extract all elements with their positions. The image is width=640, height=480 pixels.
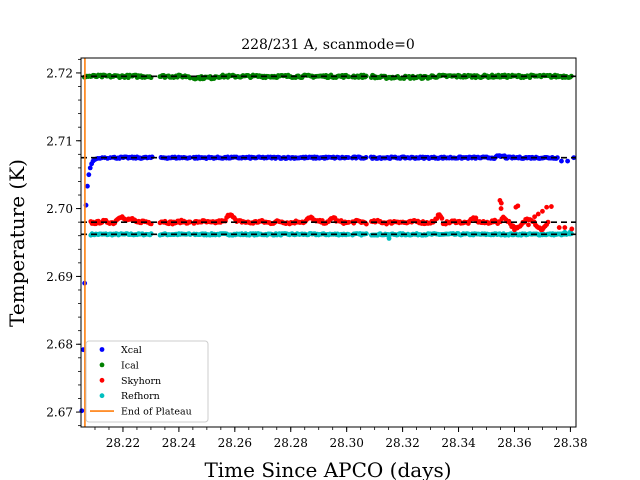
x-tick-label: 28.28 xyxy=(274,436,308,450)
legend-label: Refhorn xyxy=(121,391,160,402)
point-skyhorn xyxy=(548,204,554,209)
y-tick-label: 2.72 xyxy=(46,66,73,80)
reference-lines xyxy=(81,58,576,427)
chart-title: 228/231 A, scanmode=0 xyxy=(241,37,415,53)
point-skyhorn xyxy=(526,222,531,228)
y-tick-label: 2.67 xyxy=(46,406,73,420)
legend-label: Xcal xyxy=(121,345,142,356)
legend-box xyxy=(85,340,209,423)
x-tick-label: 28.38 xyxy=(553,436,587,450)
point-xcal xyxy=(149,154,155,160)
x-axis-label: Time Since APCO (days) xyxy=(204,458,451,480)
point-skyhorn xyxy=(569,226,575,232)
point-xcal xyxy=(85,183,90,189)
point-xcal xyxy=(559,158,564,164)
y-tick-label: 2.70 xyxy=(46,202,73,216)
axes-frame xyxy=(80,57,577,428)
x-tick-label: 28.34 xyxy=(441,436,476,450)
x-tick-label: 28.24 xyxy=(162,436,197,450)
y-tick-label: 2.71 xyxy=(46,134,73,148)
legend-label: Skyhorn xyxy=(121,376,161,387)
y-tick-label: 2.69 xyxy=(46,270,73,284)
plot-area xyxy=(79,58,577,427)
legend-marker-skyhorn xyxy=(99,377,105,383)
x-tick-label: 28.30 xyxy=(329,436,363,450)
x-tick-label: 28.26 xyxy=(218,436,252,450)
point-xcal xyxy=(346,155,351,160)
point-xcal xyxy=(87,165,93,171)
point-skyhorn xyxy=(515,203,521,209)
point-xcal xyxy=(565,158,571,164)
point-xcal xyxy=(86,172,92,178)
legend-marker-ical xyxy=(99,362,105,368)
point-skyhorn xyxy=(532,214,538,220)
y-axis-label: Temperature (K) xyxy=(5,159,29,327)
legend-marker-refhorn xyxy=(99,393,105,399)
point-refhorn xyxy=(562,229,568,235)
legend-marker-xcal xyxy=(99,347,105,352)
point-xcal xyxy=(555,155,560,161)
legend-label: End of Plateau xyxy=(121,407,192,418)
point-skyhorn xyxy=(544,204,550,210)
y-tick-label: 2.68 xyxy=(46,338,73,352)
point-skyhorn xyxy=(498,206,504,211)
legend: Xcal Ical Skyhorn Refhorn End of Plateau xyxy=(85,340,209,423)
x-tick-label: 28.32 xyxy=(385,436,419,450)
point-skyhorn xyxy=(562,225,568,230)
point-refhorn xyxy=(386,236,392,241)
point-skyhorn xyxy=(556,225,562,230)
point-xcal xyxy=(187,155,193,161)
legend-label: Ical xyxy=(121,360,139,371)
point-skyhorn xyxy=(540,208,545,214)
point-refhorn xyxy=(187,232,193,237)
x-tick-label: 28.36 xyxy=(497,436,531,450)
x-tick-label: 28.22 xyxy=(106,436,140,450)
point-skyhorn xyxy=(535,211,541,217)
point-skyhorn xyxy=(545,219,551,225)
point-skyhorn xyxy=(439,215,445,221)
point-skyhorn xyxy=(187,219,193,225)
point-skyhorn xyxy=(346,219,352,225)
point-ical xyxy=(346,74,352,80)
point-skyhorn xyxy=(498,200,504,206)
axes: 28.22 28.24 28.26 28.28 28.30 28.32 28.34 28.36… xyxy=(46,57,588,450)
point-refhorn xyxy=(346,232,352,237)
